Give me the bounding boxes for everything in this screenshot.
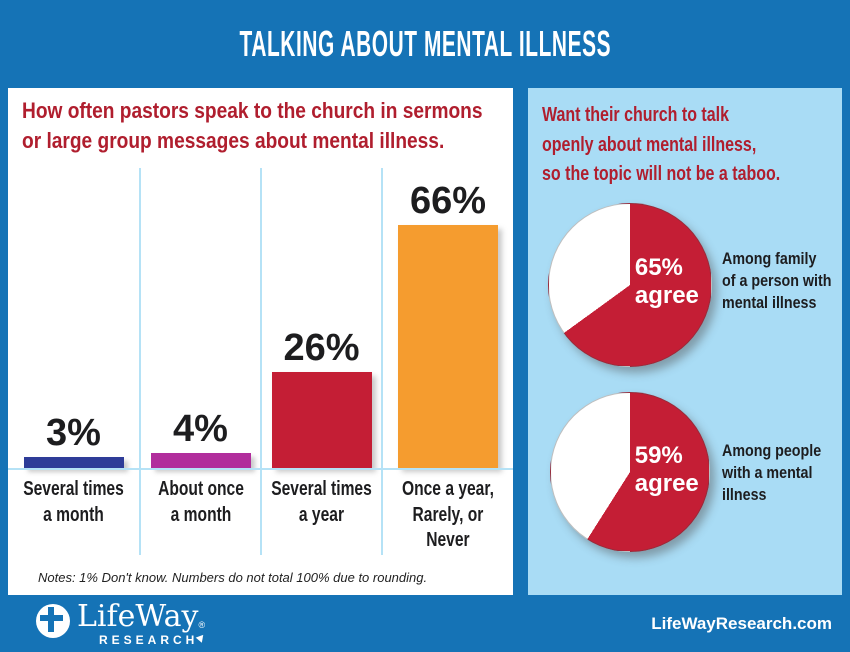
pie-chart-people: 59% agree — [550, 392, 710, 552]
bar-value-label: 26% — [283, 327, 360, 370]
bar-several-times-month — [23, 457, 124, 468]
bar-several-times-year — [271, 372, 372, 468]
pie-chart-family: 65% agree — [548, 203, 712, 367]
bar-category-label: About once a month — [157, 478, 244, 526]
bar-about-once-month — [150, 453, 251, 468]
bar-once-a-year — [398, 225, 498, 468]
chart-column-about-once-month: 4% — [139, 168, 260, 468]
bar-value-label: 3% — [46, 412, 101, 455]
footer-bar: LifeWay ® RESEARCH LifeWayResearch.com — [0, 595, 850, 652]
pie-section-title: Want their church to talk openly about m… — [542, 104, 781, 186]
bar-category-label: Several times a year — [271, 478, 372, 526]
pie-section-title-wrap: Want their church to talk openly about m… — [528, 88, 842, 190]
pie-caption-family: Among family of a person with mental ill… — [722, 249, 832, 313]
chart-note: Notes: 1% Don't know. Numbers do not tot… — [38, 570, 428, 585]
pie-value-label: 65% agree — [635, 254, 699, 309]
category-cell: Several times a month — [8, 468, 139, 555]
lifeway-logo: LifeWay ® RESEARCH — [36, 598, 207, 647]
bar-chart-title-wrap: How often pastors speak to the church in… — [8, 88, 513, 156]
category-cell: Once a year, Rarely, or Never — [381, 468, 513, 555]
bar-value-label: 4% — [173, 408, 228, 451]
bar-chart-title: How often pastors speak to the church in… — [22, 98, 483, 153]
chart-column-several-times-month: 3% — [8, 168, 139, 468]
pie-section-panel: Want their church to talk openly about m… — [528, 88, 842, 595]
chart-column-once-a-year: 66% — [381, 168, 513, 468]
logo-text: LifeWay ® RESEARCH — [77, 598, 207, 647]
pie-caption-people: Among people with a mental illness — [722, 441, 822, 505]
bar-chart-plot: 3% 4% 26% 66% Several times a month Abou… — [8, 168, 513, 555]
bar-category-label: Once a year, Rarely, or Never — [402, 478, 494, 552]
pie-percent: 65% — [634, 254, 683, 282]
website-url: LifeWayResearch.com — [651, 613, 832, 633]
globe-cross-icon — [36, 603, 70, 638]
registered-mark: ® — [198, 619, 206, 630]
bar-category-label: Several times a month — [23, 478, 124, 526]
header-banner: TALKING ABOUT MENTAL ILLNESS — [0, 0, 850, 88]
category-cell: Several times a year — [260, 468, 381, 555]
chart-column-several-times-year: 26% — [260, 168, 381, 468]
bar-chart-panel: How often pastors speak to the church in… — [8, 88, 513, 595]
infographic-title: TALKING ABOUT MENTAL ILLNESS — [239, 23, 611, 64]
pie-agree-word: agree — [634, 469, 699, 497]
logo-name: LifeWay — [77, 598, 199, 634]
pie-percent: 59% — [634, 441, 683, 469]
category-cell: About once a month — [139, 468, 260, 555]
pie-agree-word: agree — [634, 281, 699, 309]
pie-value-label: 59% agree — [635, 442, 699, 497]
bar-value-label: 66% — [409, 180, 487, 223]
logo-subtitle: RESEARCH — [99, 632, 199, 647]
chart-baseline — [8, 468, 513, 470]
